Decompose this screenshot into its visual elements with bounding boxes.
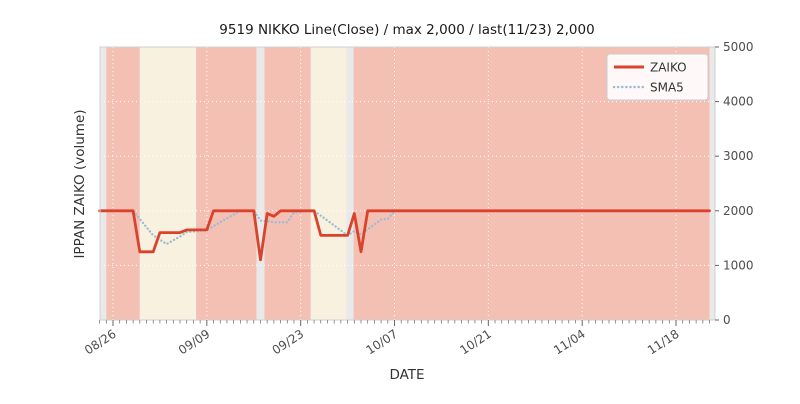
- y-tick-label: 2000: [723, 204, 754, 218]
- x-tick-label: 10/07: [363, 327, 400, 358]
- x-tick-label: 09/09: [176, 327, 213, 358]
- axis-ticks: [99, 46, 719, 326]
- y-axis-label: IPPAN ZAIKO (volume): [72, 109, 88, 258]
- y-tick-label: 0: [723, 313, 731, 327]
- chart-title: 9519 NIKKO Line(Close) / max 2,000 / las…: [219, 22, 594, 38]
- x-tick-label: 09/23: [270, 327, 307, 358]
- series-line-zaiko: [98, 209, 711, 262]
- x-tick-label: 11/04: [551, 327, 588, 358]
- legend: ZAIKO SMA5: [606, 53, 709, 101]
- plot-frame: [99, 46, 716, 321]
- y-tick-label: 5000: [723, 40, 754, 54]
- legend-zaiko-label: ZAIKO: [650, 61, 687, 75]
- y-tick-label: 4000: [723, 95, 754, 109]
- band-pink: [264, 47, 311, 320]
- y-tick-labels: 0 1000 2000 3000 4000 5000: [723, 40, 754, 327]
- band-pink: [106, 47, 140, 320]
- x-tick-labels: 08/26 09/09 09/23 10/07 10/21 11/04 11/18: [82, 327, 682, 358]
- x-axis-label: DATE: [389, 367, 424, 383]
- band-pink: [196, 47, 257, 320]
- band-cream: [139, 47, 197, 320]
- x-tick-label: 10/21: [457, 327, 494, 358]
- band-cream: [310, 47, 347, 320]
- series-lines: [98, 209, 711, 262]
- y-tick-label: 3000: [723, 149, 754, 163]
- x-tick-label: 08/26: [82, 327, 119, 358]
- x-tick-label: 11/18: [645, 327, 682, 358]
- y-tick-label: 1000: [723, 258, 754, 272]
- legend-sma5-label: SMA5: [650, 81, 684, 95]
